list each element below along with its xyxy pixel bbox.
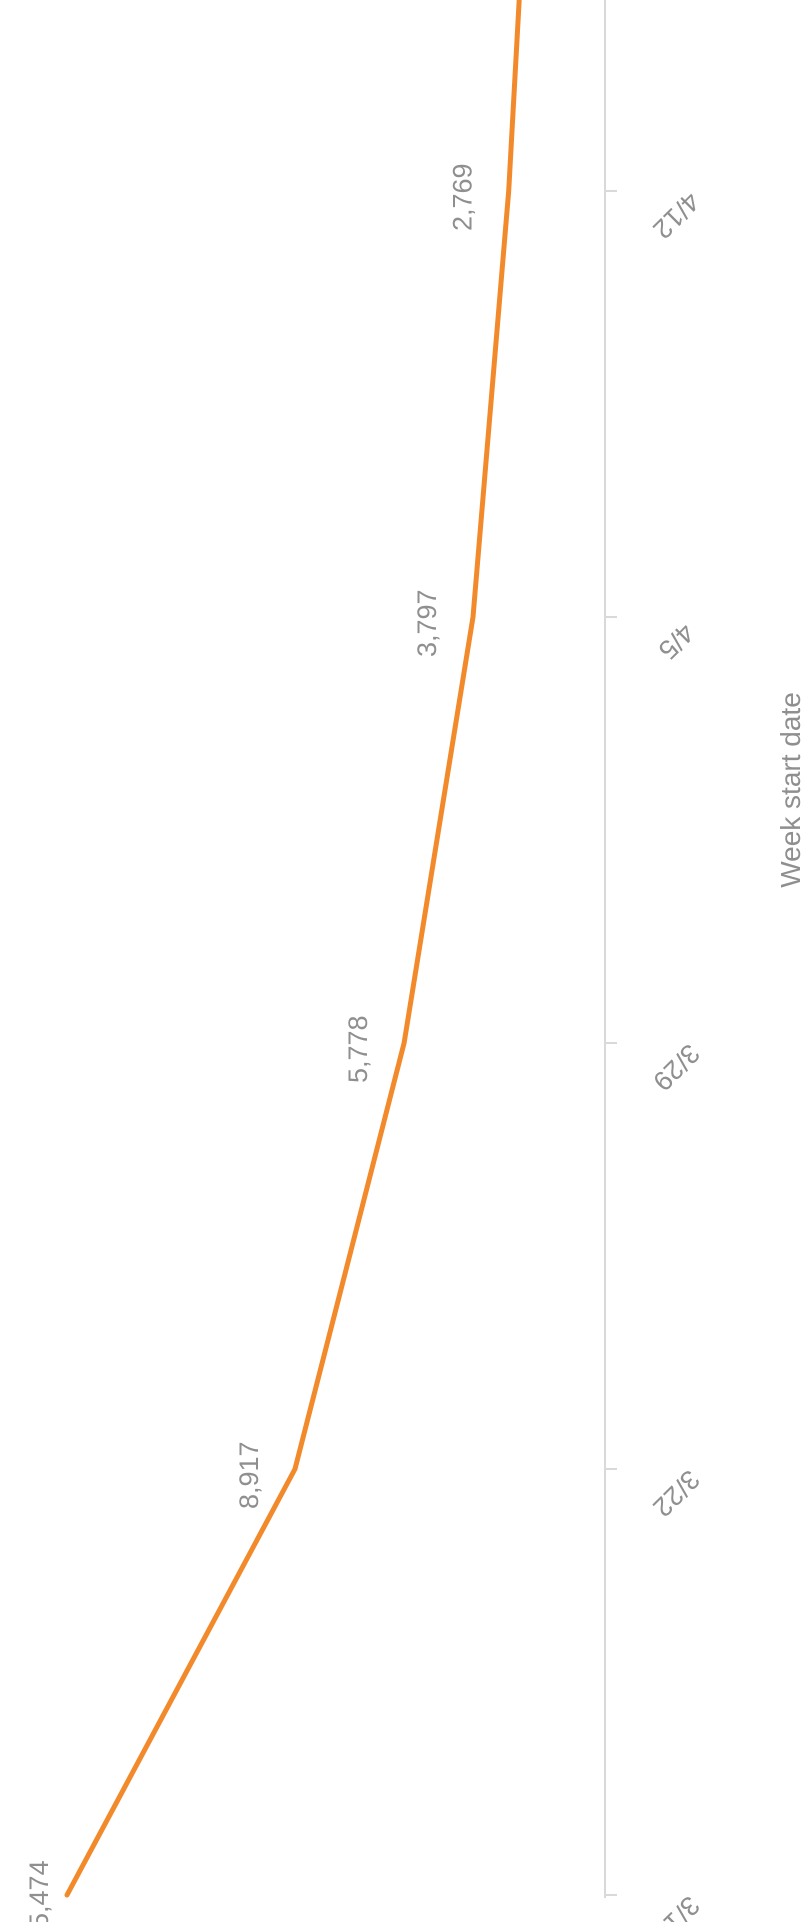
data-label: 5,778 — [343, 1015, 373, 1083]
series-line — [64, 0, 522, 1898]
x-tick-label: 4/12 — [647, 186, 705, 244]
x-axis: 3/15 3/22 3/29 4/5 4/12 — [604, 0, 706, 1922]
data-label: 2,769 — [448, 163, 478, 231]
data-label: 15,474 — [24, 1860, 54, 1922]
x-axis-title: Week start date — [775, 692, 801, 888]
data-label: 3,797 — [412, 589, 442, 657]
data-label: 8,917 — [234, 1441, 264, 1509]
x-tick-label: 4/5 — [652, 617, 700, 665]
x-tick-label: 3/15 — [647, 1890, 705, 1922]
x-tick-label: 3/29 — [647, 1038, 705, 1096]
x-tick-label: 3/22 — [647, 1464, 705, 1522]
data-labels: 15,474 8,917 5,778 3,797 2,769 — [24, 163, 478, 1922]
series-line-group — [64, 0, 522, 1898]
